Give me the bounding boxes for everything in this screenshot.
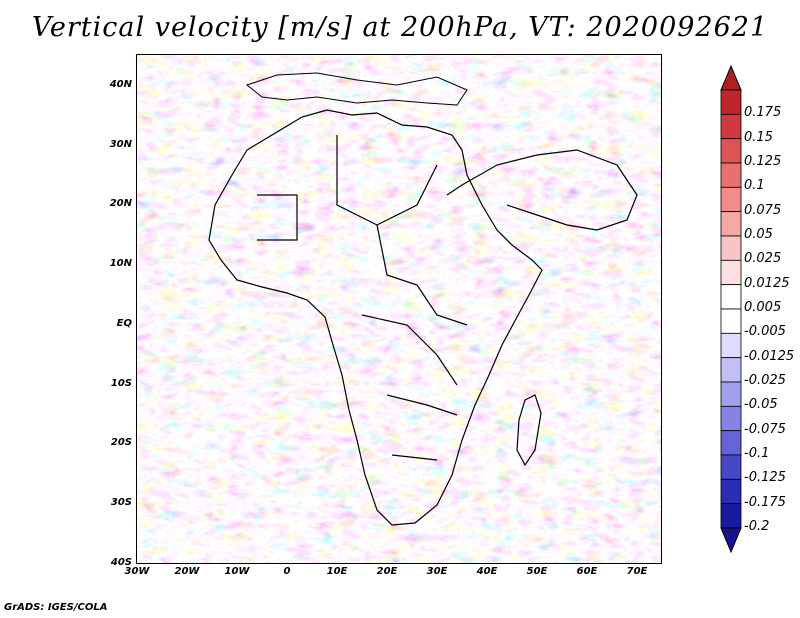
x-axis-label-50e: 50E xyxy=(526,566,548,577)
x-axis-label-70e: 70E xyxy=(626,566,648,577)
colorbar-top-arrow xyxy=(720,64,742,91)
map-title: Vertical velocity [m/s] at 200hPa, VT: 2… xyxy=(31,12,769,43)
colorbar-label: 0.0125 xyxy=(744,275,790,291)
y-axis-label-40n: 40N xyxy=(109,79,132,90)
mediterranean-outline xyxy=(245,72,468,106)
colorbar-box xyxy=(720,186,742,213)
y-axis-label-30n: 30N xyxy=(109,139,132,150)
map-plot-area xyxy=(136,54,662,564)
y-axis-label-30s: 30S xyxy=(110,497,132,508)
x-axis-label-20e: 20E xyxy=(376,566,398,577)
colorbar-box xyxy=(720,138,742,164)
colorbar-label: -0.0125 xyxy=(744,348,795,364)
coastlines xyxy=(208,109,638,526)
colorbar-box xyxy=(720,454,742,480)
colorbar-box xyxy=(720,259,742,286)
x-axis-label-0: 0 xyxy=(283,566,291,577)
x-axis-label-40e: 40E xyxy=(476,566,498,577)
colorbar-label: 0.005 xyxy=(744,300,782,315)
colorbar-box xyxy=(720,89,742,115)
colorbar-label: 0.05 xyxy=(744,227,773,242)
x-axis-label-10w: 10W xyxy=(224,566,250,577)
colorbar-label: -0.2 xyxy=(744,519,770,534)
colorbar-label: -0.075 xyxy=(744,421,786,437)
colorbar-box xyxy=(720,405,742,432)
colorbar-bottom-arrow xyxy=(720,527,742,554)
colorbar-box xyxy=(720,381,742,407)
colorbar-box xyxy=(720,211,742,237)
colorbar-label: 0.15 xyxy=(744,129,773,145)
grads-credit: GrADS: IGES/COLA xyxy=(4,602,108,613)
y-axis-label-40s: 40S xyxy=(110,557,132,568)
colorbar-box xyxy=(720,503,742,529)
colorbar-label: 0.075 xyxy=(744,202,782,218)
colorbar-label: 0.125 xyxy=(744,154,782,169)
colorbar-box xyxy=(720,430,742,456)
colorbar-label: -0.1 xyxy=(744,446,770,461)
colorbar-box xyxy=(720,235,742,261)
x-axis-label-60e: 60E xyxy=(576,566,598,577)
x-axis-label-30w: 30W xyxy=(124,566,150,577)
colorbar-label: 0.1 xyxy=(744,178,765,194)
colorbar-label: 0.025 xyxy=(744,251,782,267)
colorbar-label: -0.025 xyxy=(744,373,786,388)
colorbar-label: 0.175 xyxy=(744,105,782,121)
colorbar-box xyxy=(720,478,742,505)
colorbar-box xyxy=(720,308,742,334)
velocity-field-map xyxy=(137,55,661,563)
colorbar-box xyxy=(720,357,742,383)
colorbar xyxy=(720,64,742,554)
colorbar-label: -0.005 xyxy=(744,324,786,340)
x-axis-label-10e: 10E xyxy=(326,566,348,577)
colorbar-box xyxy=(720,284,742,310)
y-axis-label-eq: EQ xyxy=(116,318,132,329)
y-axis-label-10s: 10S xyxy=(110,378,132,389)
y-axis-label-10n: 10N xyxy=(109,258,132,269)
y-axis-label-20n: 20N xyxy=(109,198,132,209)
colorbar-box xyxy=(720,113,742,140)
colorbar-label: -0.125 xyxy=(744,470,786,486)
colorbar-label: -0.175 xyxy=(744,494,786,510)
x-axis-label-20w: 20W xyxy=(174,566,200,577)
y-axis-label-20s: 20S xyxy=(110,437,132,448)
x-axis-label-30e: 30E xyxy=(426,566,448,577)
velocity-shading xyxy=(137,55,661,563)
colorbar-box xyxy=(720,162,742,188)
colorbar-label: -0.05 xyxy=(744,397,778,413)
colorbar-box xyxy=(720,332,742,359)
